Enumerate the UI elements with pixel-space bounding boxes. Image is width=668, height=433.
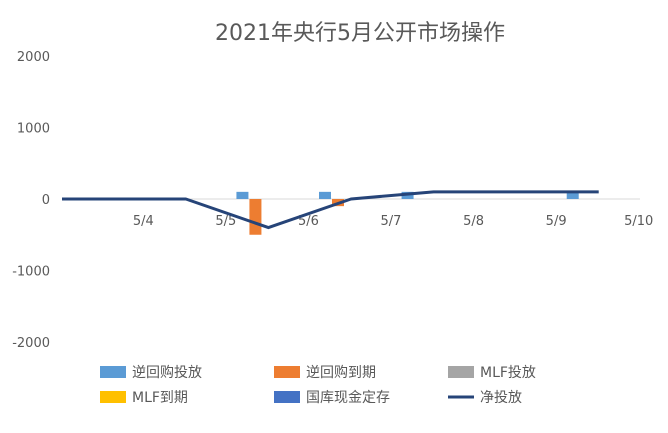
- legend: 逆回购投放 逆回购到期 MLF投放 MLF到期 国库现金定存 净投放: [100, 365, 536, 406]
- legend-label: 逆回购到期: [306, 365, 376, 381]
- legend-label: 逆回购投放: [132, 365, 202, 381]
- y-tick-label: -2000: [12, 336, 50, 351]
- x-tick-label: 5/6: [298, 214, 319, 229]
- net-line-layer: [62, 190, 599, 230]
- x-tick-label: 5/4: [133, 214, 154, 229]
- chart-title: 2021年央行5月公开市场操作: [215, 21, 505, 46]
- legend-swatch: [100, 366, 126, 378]
- x-axis: 5/4 5/5 5/6 5/7 5/8 5/9 5/10: [62, 198, 653, 229]
- net-injection-line: [62, 190, 599, 230]
- x-tick-label: 5/8: [463, 214, 484, 229]
- legend-label: 净投放: [480, 390, 522, 406]
- legend-swatch: [274, 391, 300, 403]
- x-tick-label: 5/10: [624, 214, 653, 229]
- bar-1-5-7: [319, 191, 331, 199]
- legend-swatch: [100, 391, 126, 403]
- y-tick-label: 2000: [17, 50, 50, 65]
- legend-swatch: [448, 366, 474, 378]
- y-axis: 2000 1000 0 -1000 -2000: [12, 50, 50, 351]
- y-tick-label: 1000: [17, 122, 50, 137]
- x-tick-label: 5/9: [546, 214, 567, 229]
- legend-swatch: [274, 366, 300, 378]
- y-tick-label: 0: [42, 193, 50, 208]
- legend-label: MLF到期: [132, 390, 188, 406]
- bar-2-5-6: [249, 199, 262, 235]
- x-tick-label: 5/5: [215, 214, 236, 229]
- legend-label: 国库现金定存: [306, 390, 390, 406]
- bars: [236, 191, 579, 235]
- x-tick-label: 5/7: [381, 214, 402, 229]
- bar-1-5-6: [236, 191, 249, 199]
- y-tick-label: -1000: [12, 265, 50, 280]
- bar-1-5-10: [566, 191, 579, 199]
- legend-label: MLF投放: [480, 365, 536, 381]
